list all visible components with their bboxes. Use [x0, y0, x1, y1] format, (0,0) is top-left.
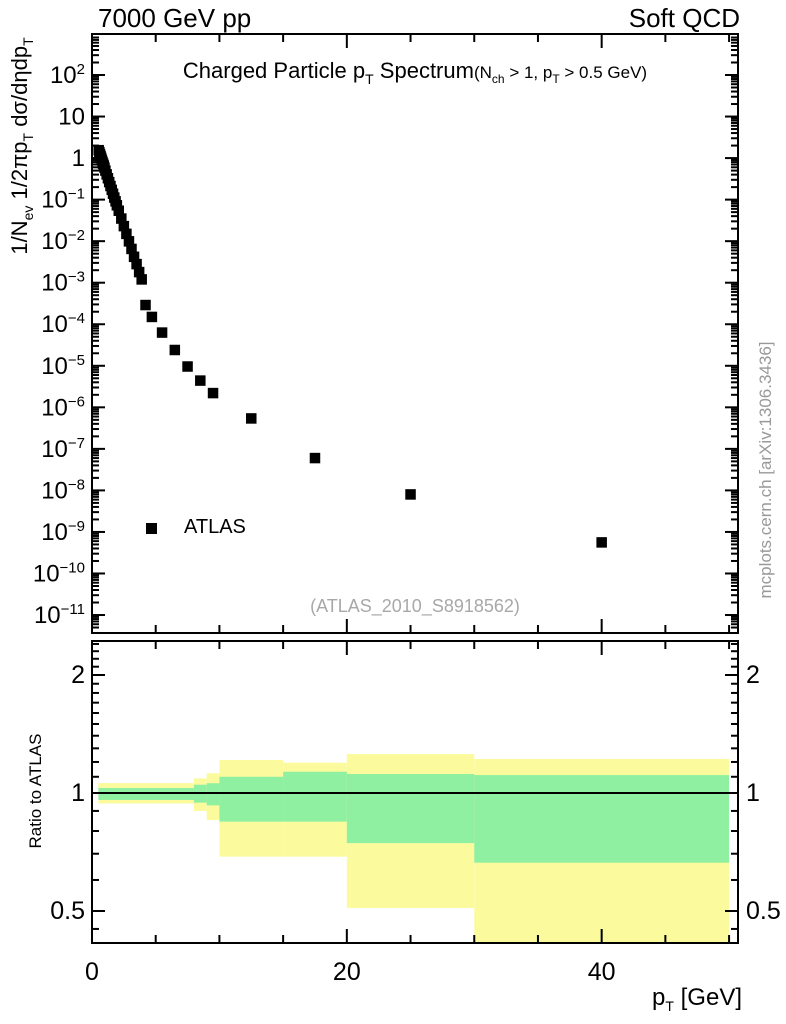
- ratio-y-axis-tick-labels: 2 2 1 1 0.5 0.5: [50, 661, 781, 925]
- main-y-axis-ticks: [92, 36, 738, 629]
- ratio-y-axis-label: Ratio to ATLAS: [26, 733, 45, 849]
- svg-text:0: 0: [85, 958, 99, 986]
- svg-text:0.5: 0.5: [50, 897, 85, 925]
- analysis-id-watermark: (ATLAS_2010_S8918562): [310, 596, 520, 616]
- svg-text:1: 1: [71, 779, 85, 807]
- svg-text:10−2: 10−2: [41, 227, 85, 255]
- svg-text:2: 2: [71, 661, 85, 689]
- svg-text:10−9: 10−9: [41, 518, 85, 546]
- plot-title: Charged Particle pT Spectrum(Nch > 1, pT…: [182, 58, 648, 87]
- svg-text:1: 1: [72, 145, 85, 172]
- svg-text:10−6: 10−6: [41, 393, 85, 421]
- svg-text:10−5: 10−5: [41, 352, 85, 380]
- process-group-label: Soft QCD: [628, 3, 740, 33]
- data-points-atlas: [93, 144, 607, 548]
- svg-text:0.5: 0.5: [746, 897, 781, 925]
- beam-energy-label: 7000 GeV pp: [98, 3, 252, 33]
- svg-text:10−10: 10−10: [33, 559, 85, 587]
- x-axis-tick-labels: 0 20 40: [85, 958, 616, 986]
- svg-text:1: 1: [746, 779, 760, 807]
- ratio-uncertainty-bands: [98, 754, 730, 942]
- svg-text:102: 102: [50, 61, 85, 89]
- legend-label-atlas: ATLAS: [184, 516, 246, 538]
- svg-text:40: 40: [588, 958, 616, 986]
- legend-marker-square: [146, 523, 157, 534]
- svg-text:10−3: 10−3: [41, 269, 85, 297]
- svg-text:10−4: 10−4: [41, 310, 85, 338]
- svg-text:2: 2: [746, 661, 760, 689]
- svg-text:20: 20: [333, 958, 361, 986]
- x-axis-label: pT [GeV]: [652, 984, 742, 1014]
- svg-text:10−8: 10−8: [41, 476, 85, 504]
- main-y-axis-label: 1/Nev 1/2πpT dσ/dηdpT: [7, 37, 36, 255]
- mcplots-arxiv-note: mcplots.cern.ch [arXiv:1306.3436]: [756, 341, 775, 599]
- svg-text:10−11: 10−11: [34, 601, 85, 629]
- svg-text:10−1: 10−1: [41, 186, 85, 214]
- svg-text:10: 10: [58, 104, 85, 131]
- main-y-axis-tick-labels: 102 10 1 10−1 10−2 10−3 10−4 10−5 10−6 10−7 10−8 10…: [33, 61, 85, 629]
- svg-text:10−7: 10−7: [41, 435, 85, 463]
- ratio-y-axis-ticks: [92, 642, 738, 930]
